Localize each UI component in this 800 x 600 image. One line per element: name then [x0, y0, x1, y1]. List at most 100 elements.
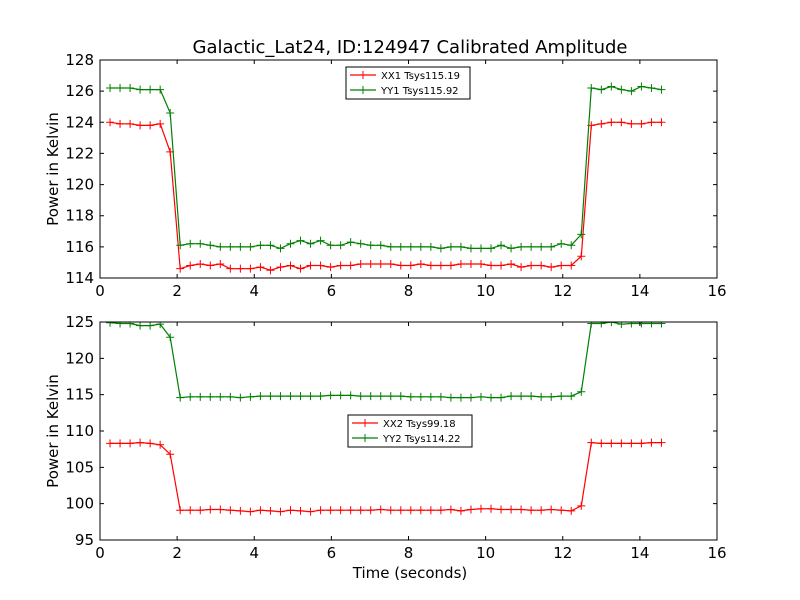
data-point [376, 241, 385, 250]
data-point [617, 439, 626, 448]
legend-entry: YY2 Tsys114.22 [352, 434, 461, 445]
data-point [236, 506, 245, 515]
data-point [396, 392, 405, 401]
data-point [436, 392, 445, 401]
data-point [426, 392, 435, 401]
data-point [507, 244, 516, 253]
data-point [627, 322, 636, 328]
x-tick-label: 4 [249, 544, 259, 562]
data-point [436, 506, 445, 515]
data-point [306, 239, 315, 248]
data-point [557, 506, 566, 515]
data-point [206, 241, 215, 250]
data-point [446, 505, 455, 514]
y-tick-label: 118 [65, 207, 94, 225]
data-point [517, 392, 526, 401]
data-point [527, 261, 536, 270]
y-tick-label: 128 [65, 51, 94, 69]
plot-area [106, 322, 666, 516]
data-point [497, 241, 506, 250]
data-point [406, 261, 415, 270]
data-point [306, 261, 315, 270]
data-point [567, 241, 576, 250]
data-point [126, 84, 135, 93]
legend-marker [361, 434, 369, 442]
data-point [306, 507, 315, 516]
data-point [276, 392, 285, 401]
data-point [517, 242, 526, 251]
data-point [336, 261, 345, 270]
data-point [547, 505, 556, 514]
data-point [547, 392, 556, 401]
y-tick-label: 124 [65, 113, 94, 131]
data-point [537, 506, 546, 515]
data-point [406, 506, 415, 515]
legend-entry: YY1 Tsys115.92 [350, 86, 459, 97]
data-point [146, 85, 155, 94]
data-point [366, 241, 375, 250]
x-tick-label: 16 [707, 282, 726, 300]
top-panel: 0 2 4 6 8 10 12 14 16 114 116 118 120 122 124 126 128 Pow… [44, 51, 727, 300]
y-tick-label: 110 [65, 422, 94, 440]
data-point [466, 259, 475, 268]
data-point [336, 391, 345, 400]
data-point [567, 506, 576, 515]
x-tick-label: 16 [707, 544, 726, 562]
data-point [276, 263, 285, 272]
x-tick-label: 12 [553, 544, 572, 562]
data-point [497, 261, 506, 270]
data-point [406, 392, 415, 401]
data-point [246, 507, 255, 516]
data-point [226, 242, 235, 251]
data-point [456, 506, 465, 515]
data-point [316, 506, 325, 515]
data-point [366, 506, 375, 515]
data-point [386, 242, 395, 251]
data-point [346, 261, 355, 270]
data-point [236, 393, 245, 402]
data-point [577, 252, 586, 261]
data-point [617, 322, 626, 329]
data-point [396, 242, 405, 251]
legend-box [347, 414, 473, 448]
data-point [256, 506, 265, 515]
legend: XX2 Tsys99.18 YY2 Tsys114.22 [347, 414, 473, 448]
data-point [557, 392, 566, 401]
data-point [276, 244, 285, 253]
data-point [647, 438, 656, 447]
data-point [487, 504, 496, 513]
data-point [647, 84, 656, 93]
data-point [246, 264, 255, 273]
data-point [456, 393, 465, 402]
y-tick-label: 100 [65, 495, 94, 513]
data-point [577, 501, 586, 510]
x-tick-label: 12 [553, 282, 572, 300]
data-point [416, 242, 425, 251]
data-point [276, 507, 285, 516]
x-tick-label: 6 [327, 544, 337, 562]
data-point [326, 263, 335, 272]
data-point [436, 261, 445, 270]
data-point [226, 506, 235, 515]
data-point [176, 264, 185, 273]
legend-label: XX2 Tsys99.18 [383, 419, 456, 430]
data-point [657, 118, 666, 127]
data-point [196, 259, 205, 268]
data-point [256, 241, 265, 250]
data-point [296, 506, 305, 515]
data-point [487, 261, 496, 270]
data-point [487, 244, 496, 253]
bottom-panel: 0 2 4 6 8 10 12 14 16 95 100 105 110 115 120 125 Power i… [44, 313, 727, 562]
data-point [466, 393, 475, 402]
data-point [346, 238, 355, 247]
y-tick-label: 126 [65, 82, 94, 100]
data-point [657, 438, 666, 447]
data-point [456, 242, 465, 251]
data-point [336, 506, 345, 515]
legend: XX1 Tsys115.19 YY1 Tsys115.92 [345, 66, 471, 100]
data-point [136, 121, 145, 130]
data-point [527, 242, 536, 251]
data-point [587, 438, 596, 447]
data-point [106, 118, 115, 127]
